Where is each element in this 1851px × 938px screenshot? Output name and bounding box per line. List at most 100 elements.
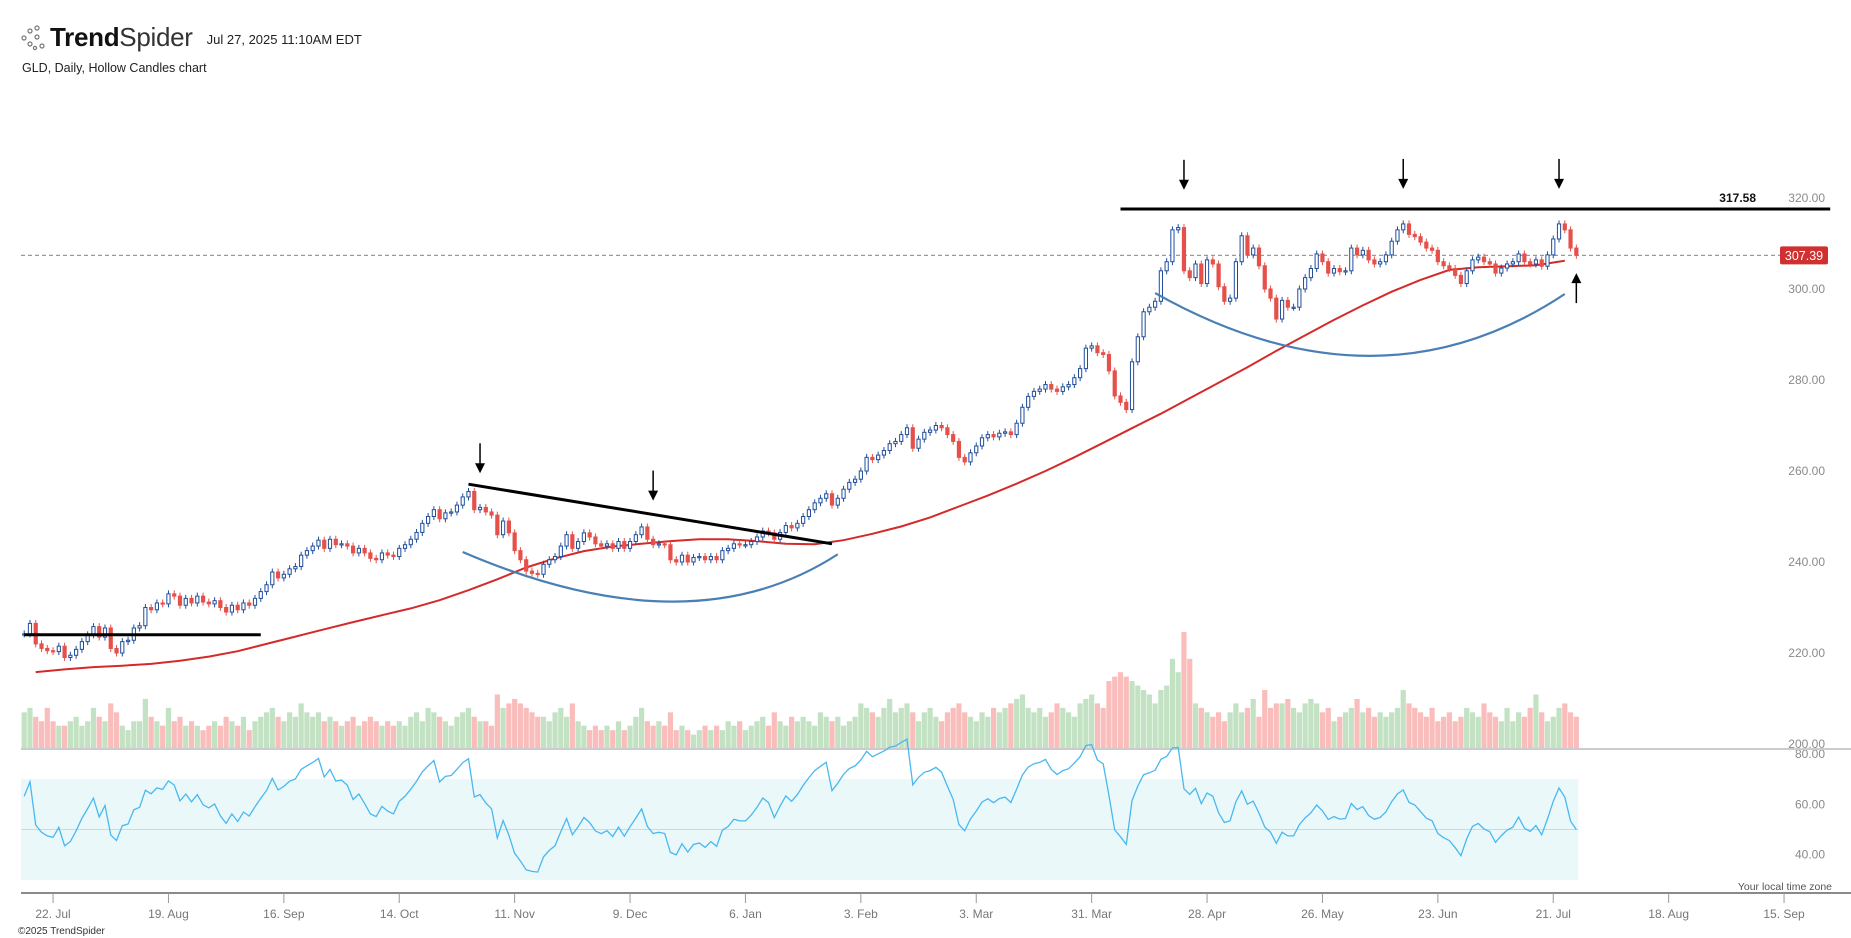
candle-body: [414, 531, 419, 540]
candle: [1014, 419, 1019, 439]
candle-body: [991, 434, 996, 438]
candle-body: [1470, 259, 1475, 272]
candle: [1320, 250, 1325, 266]
volume-bar: [298, 703, 304, 748]
candle: [333, 535, 338, 549]
candle-body: [581, 532, 586, 543]
candle-body: [870, 456, 875, 461]
volume-bar: [835, 716, 841, 748]
volume-bar: [33, 716, 39, 748]
candle-body: [125, 639, 131, 643]
candle: [1158, 267, 1163, 305]
candle: [881, 447, 887, 459]
candle: [668, 541, 673, 564]
candle-body: [558, 545, 563, 558]
candle: [1510, 258, 1515, 268]
candle: [1054, 385, 1060, 395]
volume-bar: [1412, 707, 1418, 748]
arrow-down-icon: [475, 443, 486, 474]
candle: [414, 528, 419, 543]
candle: [1574, 244, 1579, 259]
price-tick-label: 300.00: [1788, 282, 1825, 296]
volume-bar: [1539, 712, 1545, 748]
candle: [1291, 303, 1296, 311]
candle: [824, 490, 829, 502]
candle: [489, 508, 494, 519]
rsi-tick-label: 40.00: [1795, 848, 1825, 862]
x-tick-label: 3. Feb: [844, 907, 878, 921]
volume-bar: [592, 725, 599, 748]
volume-bar: [442, 721, 449, 748]
candle-body: [1054, 388, 1060, 392]
candle-body: [564, 534, 569, 547]
candle-body: [518, 550, 523, 561]
volume-bar: [327, 716, 333, 748]
volume-bar: [73, 716, 79, 748]
arrow-head: [1554, 178, 1565, 189]
candle-body: [552, 556, 558, 561]
candle: [876, 451, 881, 464]
candle: [68, 651, 73, 662]
candle: [270, 568, 275, 589]
candle: [1493, 260, 1498, 277]
volume-bar: [748, 725, 754, 748]
candle-body: [1551, 238, 1556, 256]
candle: [593, 533, 598, 548]
candle: [1372, 256, 1377, 268]
candle: [1354, 244, 1360, 259]
candle: [327, 535, 333, 552]
candle-body: [154, 602, 160, 611]
candle-body: [1210, 259, 1215, 265]
volume-bar: [177, 716, 183, 748]
volume-bar: [1314, 703, 1320, 748]
candle: [1326, 258, 1331, 277]
candle-body: [714, 556, 719, 561]
candle: [1418, 233, 1423, 246]
volume-bar: [460, 712, 466, 748]
volume-bar: [1037, 707, 1043, 748]
candle: [610, 540, 615, 552]
candle: [1343, 267, 1348, 276]
brand-light: Spider: [119, 22, 193, 52]
candle-body: [1262, 265, 1267, 290]
volume-bar: [535, 716, 541, 748]
candle-body: [985, 434, 990, 439]
candle-body: [1060, 386, 1065, 392]
candle: [518, 547, 523, 564]
candle-body: [270, 571, 275, 586]
volume-bar: [996, 712, 1002, 748]
candle: [622, 538, 627, 552]
volume-bar: [610, 730, 616, 748]
candle: [1401, 220, 1406, 234]
candle: [581, 529, 586, 546]
candle-body: [339, 543, 344, 546]
volume-bar: [385, 721, 391, 748]
candle-body: [524, 559, 529, 572]
candle: [374, 554, 379, 564]
candle: [125, 636, 131, 646]
candle: [570, 531, 575, 552]
candle-body: [1141, 311, 1146, 338]
x-tick-label: 14. Oct: [380, 907, 419, 921]
volume-bar: [252, 721, 258, 748]
volume-bar: [621, 730, 627, 748]
candle: [558, 542, 563, 561]
volume-bar: [1273, 703, 1279, 748]
candle-body: [299, 554, 304, 568]
volume-bar: [1008, 703, 1014, 748]
candle-body: [97, 626, 102, 638]
volume-bar: [800, 716, 806, 748]
candle-body: [1343, 270, 1348, 273]
candle-body: [1003, 431, 1008, 434]
volume-bar: [633, 716, 639, 748]
volume-bar: [990, 707, 997, 748]
candle-body: [212, 600, 217, 605]
candle-body: [616, 541, 621, 549]
candle: [1072, 374, 1077, 389]
volume-bar: [1464, 707, 1470, 748]
candle-body: [1118, 395, 1123, 403]
volume-bar: [240, 716, 247, 748]
volume-bar: [1441, 716, 1447, 748]
volume-bar: [477, 721, 483, 748]
